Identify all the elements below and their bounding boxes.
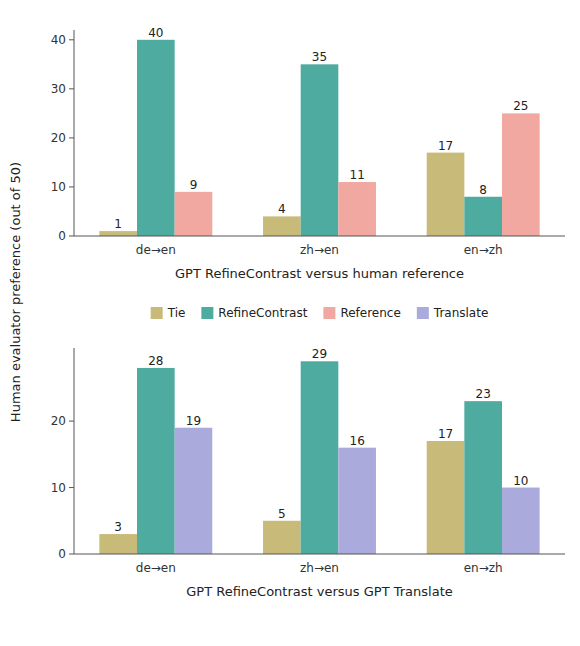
y-tick-label: 10: [51, 481, 66, 495]
legend: Tie RefineContrast Reference Translate: [151, 306, 489, 320]
bar: [301, 361, 339, 554]
legend-item: Tie: [151, 306, 186, 320]
x-tick-label: de→en: [136, 561, 176, 575]
data-label: 17: [438, 139, 453, 153]
legend-label: Tie: [167, 306, 186, 320]
data-labels: 3 5 17 28 29 23 19 16 10: [114, 347, 528, 534]
bar: [338, 448, 376, 554]
data-label: 17: [438, 427, 453, 441]
panel: 1 4 17 40 35 8 9 11 25 0 10 20 30 40 de→en zh→en en→zhGP…: [51, 26, 565, 281]
y-tick-label: 40: [51, 33, 66, 47]
legend-swatch: [201, 307, 213, 319]
x-tick-label: en→zh: [464, 561, 503, 575]
bar: [137, 40, 175, 236]
data-label: 3: [114, 520, 122, 534]
x-tick-label: en→zh: [464, 243, 503, 257]
y-tick: [69, 421, 74, 422]
bar: [502, 113, 540, 236]
data-label: 23: [476, 387, 491, 401]
data-label: 10: [513, 474, 528, 488]
legend-item: RefineContrast: [201, 306, 307, 320]
bar: [137, 368, 175, 554]
y-tick: [69, 554, 74, 555]
data-label: 11: [350, 168, 365, 182]
y-axis: [74, 30, 75, 236]
y-tick: [69, 39, 74, 40]
panel: 3 5 17 28 29 23 19 16 10 0 10 20 de→en zh→en en→zh GPT …: [51, 347, 565, 599]
data-label: 5: [278, 507, 286, 521]
bar: [427, 441, 465, 554]
x-tick-label: de→en: [136, 243, 176, 257]
data-labels: 1 4 17 40 35 8 9 11 25: [114, 26, 528, 231]
bars: [99, 361, 539, 554]
x-tick-label: zh→en: [300, 243, 339, 257]
y-tick-label: 0: [58, 229, 66, 243]
y-tick-label: 0: [58, 547, 66, 561]
figure: 14174035891125010203040de→enzh→enen→zhGP…: [0, 0, 580, 646]
y-tick: [69, 487, 74, 488]
data-label: 4: [278, 202, 286, 216]
data-label: 1: [114, 217, 122, 231]
bar: [464, 401, 502, 554]
legend-item: Translate: [417, 306, 489, 320]
legend-item: Reference: [323, 306, 400, 320]
data-label: 29: [312, 347, 327, 361]
y-tick: [69, 88, 74, 89]
x-axis-label: GPT RefineContrast versus GPT Translate: [186, 584, 453, 599]
bar: [175, 428, 213, 554]
data-label: 25: [513, 99, 528, 113]
data-label: 8: [479, 183, 487, 197]
legend-label: Reference: [340, 306, 400, 320]
bar: [99, 231, 137, 236]
legend-label: Translate: [433, 306, 489, 320]
data-label: 19: [186, 414, 201, 428]
y-tick-label: 20: [51, 414, 66, 428]
x-axis-label: GPT RefineContrast versus human referenc…: [175, 266, 464, 281]
x-axis: [74, 554, 565, 555]
bar: [99, 534, 137, 554]
bar: [427, 153, 465, 236]
bar: [263, 521, 301, 554]
y-axis-label: Human evaluator preference (out of 50): [8, 162, 23, 422]
data-label: 28: [148, 354, 163, 368]
data-label: 9: [190, 178, 198, 192]
y-tick: [69, 236, 74, 237]
y-axis: [74, 348, 75, 554]
data-label: 16: [350, 434, 365, 448]
data-label: 35: [312, 50, 327, 64]
legend-swatch: [151, 307, 163, 319]
y-tick: [69, 186, 74, 187]
x-tick-label: zh→en: [300, 561, 339, 575]
y-tick-label: 30: [51, 82, 66, 96]
legend-label: RefineContrast: [218, 306, 307, 320]
data-label: 40: [148, 26, 163, 40]
y-tick-label: 20: [51, 131, 66, 145]
bar: [301, 64, 339, 236]
bar: [464, 197, 502, 236]
y-tick-label: 10: [51, 180, 66, 194]
x-axis: [74, 236, 565, 237]
bar: [502, 488, 540, 554]
legend-swatch: [417, 307, 429, 319]
bar: [338, 182, 376, 236]
bar: [263, 216, 301, 236]
legend-swatch: [323, 307, 335, 319]
bars: [99, 40, 539, 236]
bar: [175, 192, 213, 236]
y-tick: [69, 137, 74, 138]
